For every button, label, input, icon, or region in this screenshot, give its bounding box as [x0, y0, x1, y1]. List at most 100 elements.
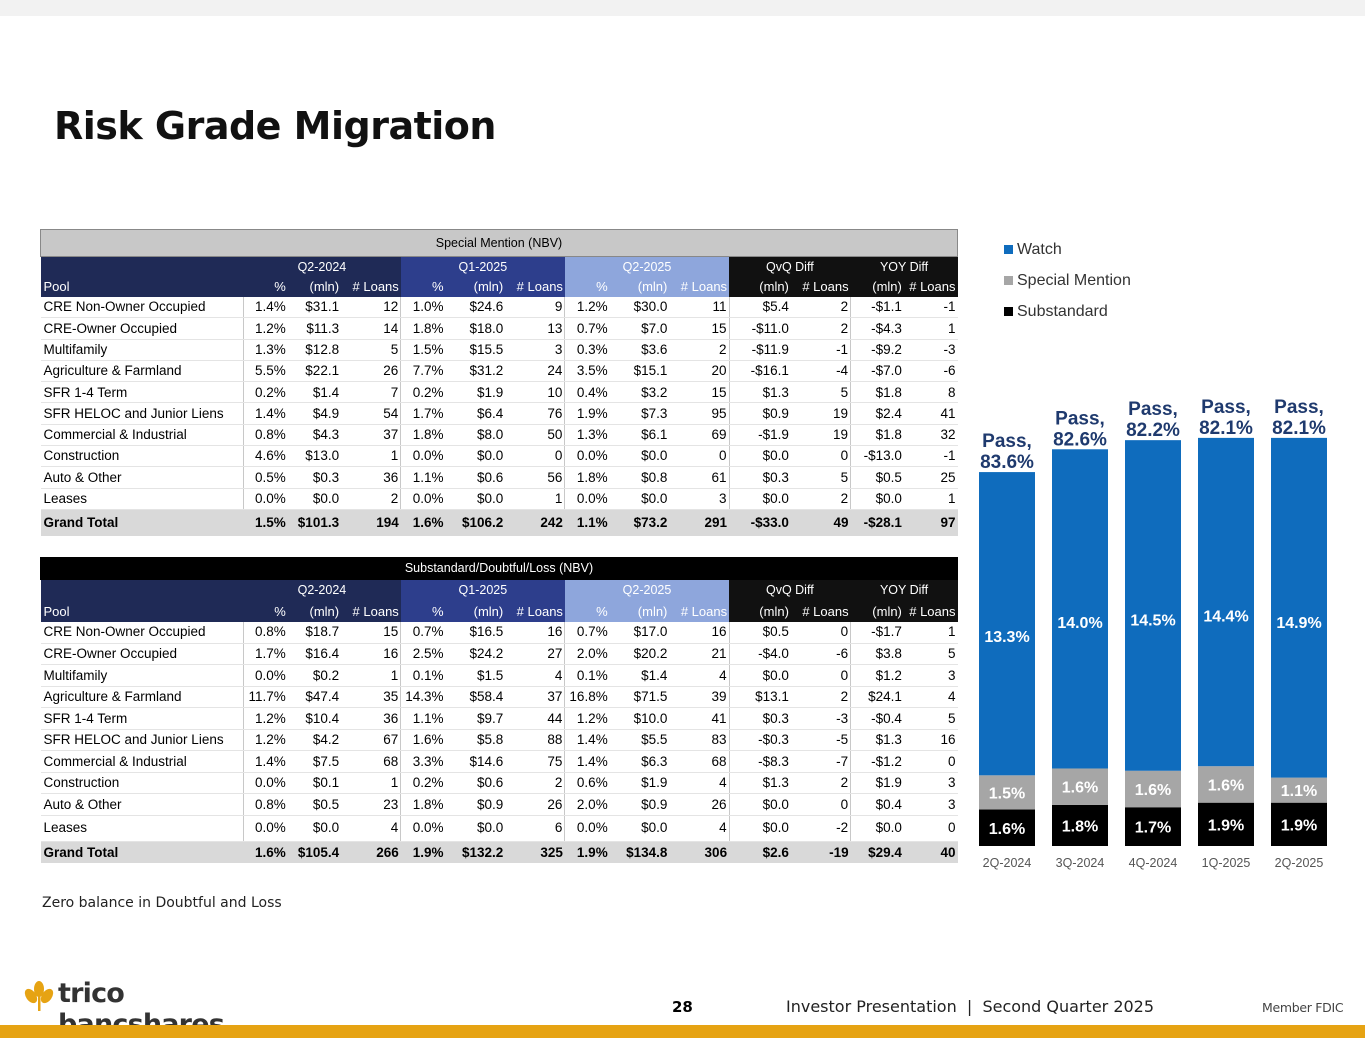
table-cell: $0.9	[445, 793, 506, 816]
table-cell: -$4.0	[729, 643, 791, 665]
bar-substandard	[1125, 807, 1181, 846]
table-cell: $7.5	[287, 750, 342, 773]
table-cell: 36	[341, 466, 402, 489]
table-cell: 1.1%	[400, 707, 446, 730]
column-header: # Loans	[790, 276, 851, 297]
pool-name: SFR HELOC and Junior Liens	[40, 729, 244, 751]
bar-special-mention	[1271, 777, 1327, 803]
table-cell: 1.1%	[400, 466, 446, 489]
table-cell: 1	[903, 488, 958, 510]
table-cell: 7.7%	[400, 360, 446, 383]
table-cell: $6.4	[445, 402, 506, 425]
table-cell: $13.1	[729, 686, 791, 708]
table-cell: $6.3	[609, 750, 670, 773]
table-cell: -$11.0	[729, 317, 791, 340]
table-cell: 0.4%	[564, 381, 610, 404]
data-label: 1.6%	[1062, 780, 1098, 797]
table-cell: 2.0%	[564, 643, 610, 665]
table-cell: 1.7%	[400, 402, 446, 425]
table-cell: -7	[790, 750, 852, 773]
data-label: 1.5%	[989, 785, 1025, 802]
table-cell: 0.7%	[564, 621, 610, 644]
table-cell: 1.8%	[564, 466, 610, 489]
table-cell: 9	[505, 296, 566, 319]
table-row: SFR HELOC and Junior Liens 1.2% $4.2 67 1.6%…	[40, 729, 958, 751]
bar-watch	[1052, 449, 1108, 769]
data-label: 1.1%	[1281, 783, 1317, 800]
table-cell: 4	[669, 664, 730, 687]
group-header: Q1-2025	[400, 579, 565, 601]
grand-total-row: Grand Total 1.6% $105.4 266 1.9% $132.2 325 1.9…	[40, 840, 958, 863]
table-cell: 5	[903, 707, 958, 730]
table-cell: 21	[669, 643, 730, 665]
table-cell: 2	[790, 488, 852, 510]
column-header: %	[243, 600, 288, 622]
table-cell: 4.6%	[243, 445, 288, 468]
table-cell: 15	[341, 621, 402, 644]
table-cell: -5	[790, 729, 852, 751]
table-cell: $10.4	[287, 707, 342, 730]
table-cell: $0.0	[729, 488, 791, 510]
table-cell: 5	[903, 643, 958, 665]
legend-swatch	[1004, 245, 1013, 254]
table-cell: 0.3%	[564, 339, 610, 361]
bar-watch	[1198, 437, 1254, 767]
table-cell: 14.3%	[400, 686, 446, 708]
table-cell: 16.8%	[564, 686, 610, 708]
column-header: (mln)	[729, 276, 791, 297]
table-row: Construction 4.6% $13.0 1 0.0% $0.0 0 0.0% $0.0 0…	[40, 445, 958, 468]
pass-label: Pass,	[1055, 408, 1105, 429]
table-cell: 2	[790, 686, 852, 708]
legend-label: Special Mention	[1017, 272, 1131, 289]
table-cell: 4	[669, 815, 730, 842]
data-label: 1.8%	[1062, 818, 1098, 835]
table-cell: $0.0	[609, 488, 670, 510]
table-cell: -$1.7	[850, 621, 904, 644]
table-cell: -3	[790, 707, 852, 730]
table-cell: $0.3	[729, 707, 791, 730]
table-cell: 1.2%	[243, 317, 288, 340]
table-cell: 75	[505, 750, 566, 773]
table-cell: 1.6%	[400, 729, 446, 751]
table-cell: 0.1%	[564, 664, 610, 687]
table-cell: 3	[903, 664, 958, 687]
data-label: 1.9%	[1281, 817, 1317, 834]
pass-label: Pass,	[1128, 399, 1178, 420]
column-header: Pool	[40, 600, 244, 622]
column-header: %	[400, 276, 446, 297]
table-cell: 2	[669, 339, 730, 361]
table-cell: $3.8	[850, 643, 904, 665]
table-cell: 37	[505, 686, 566, 708]
table-cell: $30.0	[609, 296, 670, 319]
table-row: Construction 0.0% $0.1 1 0.2% $0.6 2 0.6% $1.9 4 $…	[40, 772, 958, 794]
pass-label: Pass,	[1274, 397, 1324, 418]
total-cell: 1.5%	[243, 508, 288, 537]
group-header: Q1-2025	[400, 256, 565, 277]
table-cell: 5	[790, 381, 852, 404]
bar-substandard	[1198, 802, 1254, 846]
column-header: %	[564, 600, 610, 622]
pool-name: Leases	[40, 815, 244, 842]
total-cell: -19	[790, 840, 851, 863]
table-cell: 19	[790, 402, 852, 425]
pool-name: Multifamily	[40, 339, 244, 361]
pass-value: 83.6%	[980, 452, 1034, 473]
table-cell: -$13.0	[850, 445, 904, 468]
column-header: (mln)	[287, 600, 342, 622]
bar-watch	[1125, 440, 1181, 771]
special-mention-table: Special Mention (NBV) Q2-2024 Q1-2025 Q2-2…	[40, 229, 958, 537]
pool-name: CRE-Owner Occupied	[40, 643, 244, 665]
table-cell: 56	[505, 466, 566, 489]
table-cell: $0.9	[609, 793, 670, 816]
table-cell: 41	[669, 707, 730, 730]
table-cell: 20	[669, 360, 730, 383]
table-cell: 4	[669, 772, 730, 794]
pool-name: Agriculture & Farmland	[40, 360, 244, 383]
table-cell: 26	[505, 793, 566, 816]
table-cell: $0.6	[445, 772, 506, 794]
table-cell: $17.0	[609, 621, 670, 644]
table-cell: $0.0	[729, 445, 791, 468]
table-cell: $0.0	[609, 445, 670, 468]
group-header: YOY Diff	[850, 256, 958, 277]
table-cell: $0.0	[445, 488, 506, 510]
